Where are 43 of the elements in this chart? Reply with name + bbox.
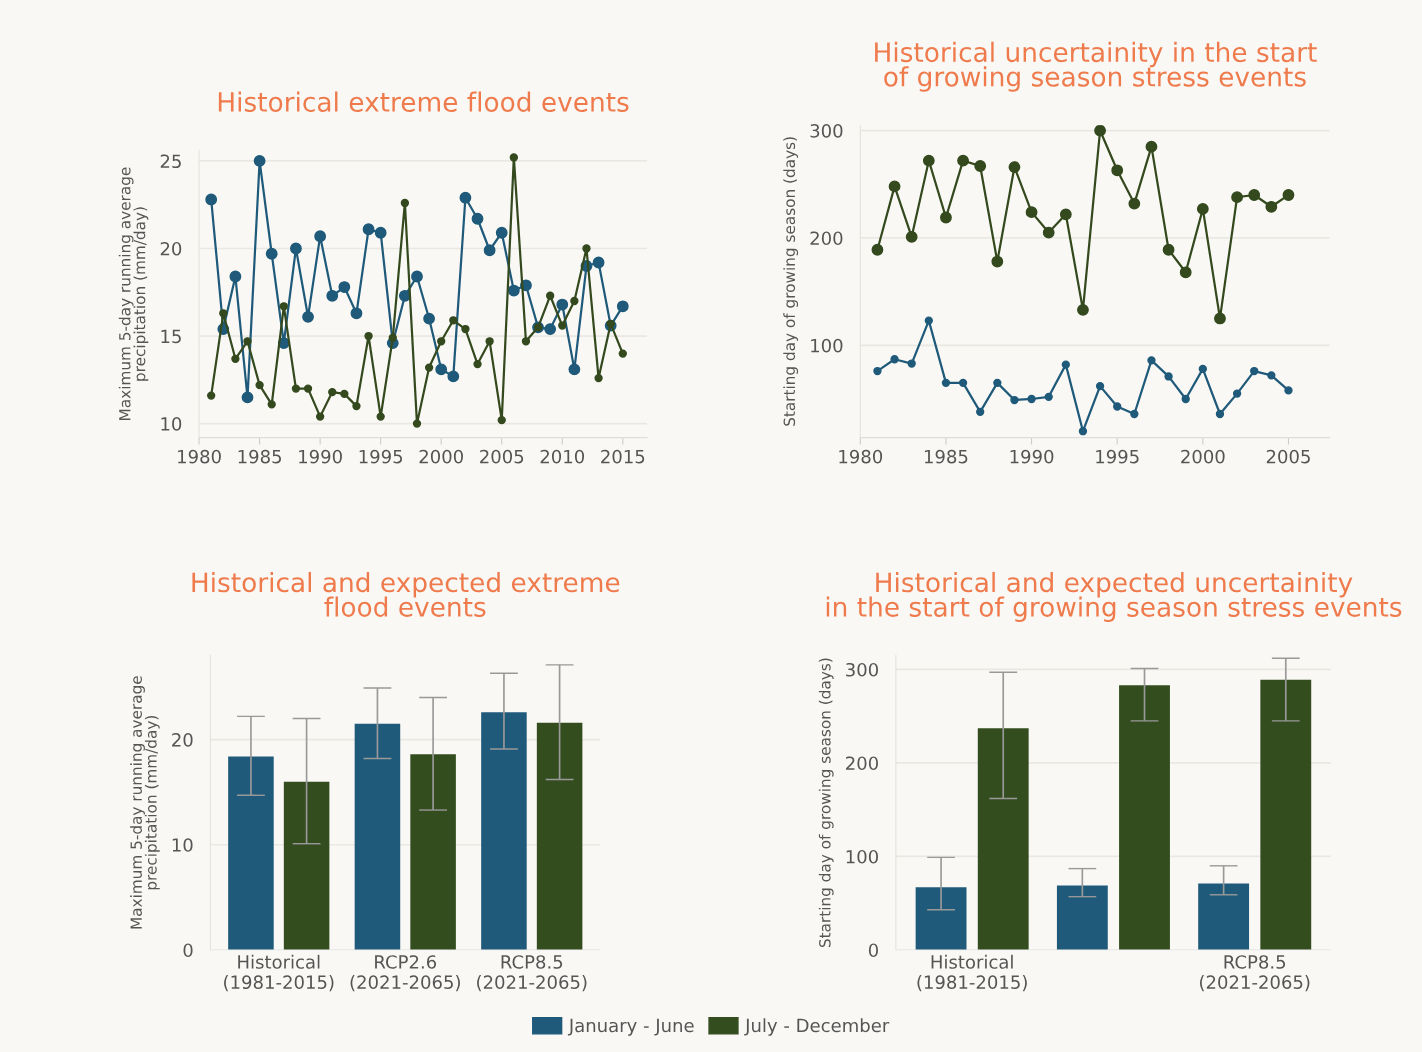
- y-axis-title: Starting day of growing season (days): [783, 137, 799, 426]
- x-tick-label: 1990: [299, 449, 342, 464]
- x-tick-label: 2000: [419, 449, 463, 464]
- x-tick-label: 2005: [480, 449, 524, 464]
- x-tick-label: 1985: [238, 449, 282, 464]
- x-tick-label: RCP2.6 (2021-2065): [350, 955, 460, 992]
- legend-label: July - December: [744, 1018, 890, 1036]
- y-tick-label: 300: [846, 662, 878, 677]
- y-tick-label: 200: [810, 231, 843, 246]
- y-tick-label: 10: [172, 838, 193, 852]
- chart-title: Historical and expected uncertainity in the start of growing season stress events: [826, 571, 1402, 622]
- x-tick-label: 2000: [1181, 449, 1225, 464]
- y-tick-label: 20: [160, 241, 182, 256]
- x-tick-label: 1980: [178, 449, 221, 464]
- x-tick-label: 1990: [1010, 449, 1054, 464]
- y-tick-label: 15: [161, 329, 181, 344]
- x-tick-label: Historical (1981-2015): [224, 954, 334, 992]
- y-tick-label: 0: [183, 943, 193, 958]
- y-tick-label: 25: [160, 154, 181, 169]
- x-tick-label: 2005: [1266, 449, 1310, 464]
- y-tick-label: 20: [172, 733, 193, 747]
- y-axis-title: Maximum 5-day running average precipitation (mm/day): [118, 167, 149, 420]
- y-tick-label: 300: [810, 124, 843, 138]
- y-tick-label: 0: [868, 943, 878, 958]
- x-tick-label: 2015: [601, 449, 645, 464]
- x-tick-label: RCP8.5 (2021-2065): [1200, 955, 1310, 992]
- x-tick-label: 1995: [359, 449, 403, 464]
- x-tick-label: 1985: [924, 449, 968, 464]
- y-axis-title: Maximum 5-day running average precipitation (mm/day): [130, 676, 160, 929]
- y-axis-title: Starting day of growing season (days): [818, 658, 834, 948]
- y-tick-label: 100: [846, 849, 878, 864]
- x-tick-label: 2010: [540, 449, 585, 464]
- chart-title: Historical uncertainity in the start of growing season stress events: [875, 41, 1317, 92]
- x-tick-label: 1980: [839, 449, 883, 464]
- chart-title: Historical extreme flood events: [218, 91, 629, 112]
- y-tick-label: 200: [846, 756, 878, 771]
- chart-title: Historical and expected extreme flood events: [192, 571, 620, 617]
- y-tick-label: 10: [161, 417, 182, 431]
- x-tick-label: 1995: [1096, 449, 1139, 464]
- y-tick-label: 100: [811, 338, 843, 353]
- x-tick-label: RCP8.5 (2021-2065): [477, 955, 587, 992]
- legend-label: January - June: [567, 1018, 694, 1036]
- x-tick-label: Historical (1981-2015): [917, 954, 1027, 992]
